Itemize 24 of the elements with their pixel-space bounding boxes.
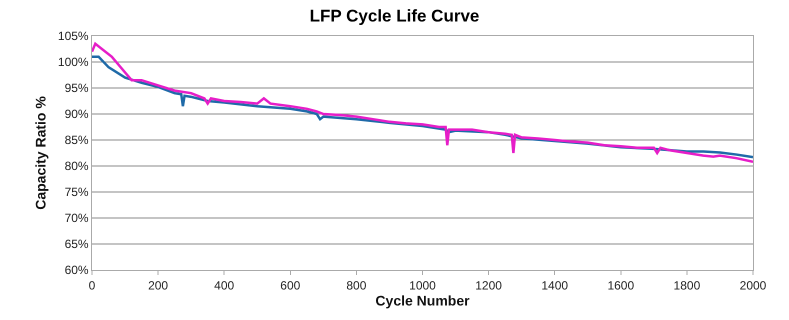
y-tick-label: 100% — [58, 55, 89, 70]
x-tick-label: 400 — [214, 278, 235, 292]
x-tick-label: 200 — [148, 278, 168, 292]
y-tick-label: 80% — [64, 159, 89, 174]
y-tick-label: 65% — [64, 237, 89, 252]
y-tick-label: 105% — [58, 29, 89, 44]
chart-title: LFP Cycle Life Curve — [310, 6, 480, 26]
y-tick-label: 60% — [64, 263, 89, 278]
x-tick-label: 2000 — [740, 278, 767, 292]
x-tick-label: 1600 — [607, 278, 634, 292]
x-tick-label: 1000 — [409, 278, 436, 292]
y-tick-label: 75% — [64, 185, 89, 200]
y-tick-label: 90% — [64, 107, 89, 122]
x-tick-label: 0 — [88, 278, 96, 292]
y-tick-label: 95% — [64, 81, 89, 96]
y-tick-label: 85% — [64, 133, 89, 148]
x-tick-label: 600 — [280, 278, 301, 292]
x-tick-label: 800 — [346, 278, 367, 292]
y-tick-label: 70% — [64, 211, 89, 226]
x-tick-label: 1800 — [674, 278, 701, 292]
x-tick-label: 1400 — [541, 278, 568, 292]
x-tick-label: 1200 — [475, 278, 502, 292]
y-axis-title: Capacity Ratio % — [32, 96, 48, 210]
x-axis-title: Cycle Number — [375, 292, 470, 309]
